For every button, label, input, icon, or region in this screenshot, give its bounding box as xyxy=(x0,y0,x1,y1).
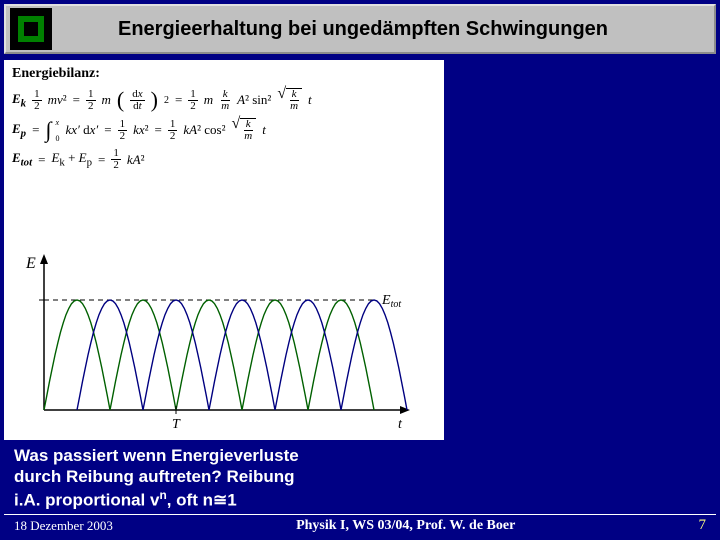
content-area: Energiebilanz: Ek 12 mv² = 12 m ( dxdt )… xyxy=(4,60,444,440)
footer-center: Physik I, WS 03/04, Prof. W. de Boer xyxy=(296,518,515,534)
question-line2: durch Reibung auftreten? Reibung xyxy=(14,467,295,486)
logo xyxy=(10,8,52,50)
equations-section: Energiebilanz: Ek 12 mv² = 12 m ( dxdt )… xyxy=(4,60,444,183)
x-label-T: T xyxy=(172,417,181,432)
question-line1: Was passiert wenn Energieverluste xyxy=(14,446,299,465)
question-approx: ≅ xyxy=(213,490,227,509)
question-line3a: i.A. proportional v xyxy=(14,490,159,509)
x-label-t: t xyxy=(398,417,403,432)
footer-page: 7 xyxy=(698,517,706,534)
question-line3c: 1 xyxy=(227,490,236,509)
svg-text:Etot: Etot xyxy=(381,293,401,310)
y-axis-label: E xyxy=(25,255,36,272)
question-text: Was passiert wenn Energieverluste durch … xyxy=(14,445,414,510)
equation-ep: Ep = ∫x0 kx′ dx′ = 12 kx² = 12 kA² cos² … xyxy=(12,118,436,142)
header-bar: Energieerhaltung bei ungedämpften Schwin… xyxy=(4,4,716,54)
question-sup: n xyxy=(159,488,166,502)
section-label: Energiebilanz: xyxy=(12,66,436,82)
footer-date: 18 Dezember 2003 xyxy=(14,518,113,534)
graph-svg: E Etot T t xyxy=(4,240,444,440)
logo-icon xyxy=(18,16,44,42)
equation-etot: Etot = Ek + Ep = 12 kA² xyxy=(12,148,436,171)
equation-ek: Ek 12 mv² = 12 m ( dxdt )2 = 12 m km A² … xyxy=(12,88,436,112)
energy-graph: E Etot T t xyxy=(4,240,444,440)
footer: 18 Dezember 2003 Physik I, WS 03/04, Pro… xyxy=(4,514,716,536)
slide-title: Energieerhaltung bei ungedämpften Schwin… xyxy=(52,18,714,41)
question-line3b: , oft n xyxy=(167,490,213,509)
